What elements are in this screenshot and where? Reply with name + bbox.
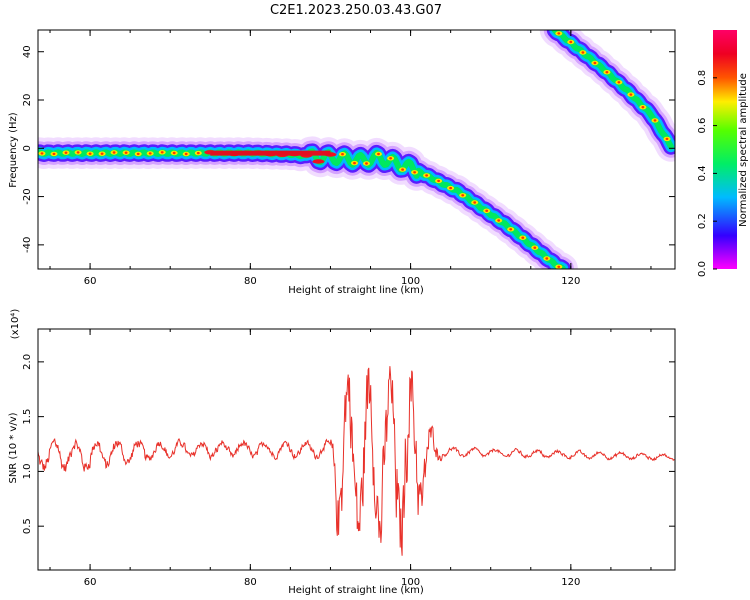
- spectrogram-trace-main-core: [437, 179, 440, 183]
- snr-ytick-label: 0.5: [22, 518, 33, 534]
- spectrogram-trace-main-core: [341, 153, 344, 156]
- spectrogram-trace-main-core: [461, 194, 465, 197]
- spectrogram-trace-main-core: [196, 151, 200, 155]
- spectrogram-trace-main-core: [473, 201, 477, 204]
- spectrogram-trace-main-core: [425, 174, 428, 177]
- spectrogram-trace-main-core: [389, 157, 392, 160]
- spectrogram-traces: [38, 30, 675, 269]
- spectrogram-ytick-label: -40: [22, 237, 33, 253]
- spectrogram-ytick-label: 40: [22, 45, 33, 58]
- spectrogram-trace-main-core: [64, 151, 68, 154]
- spectrogram-trace-main-core: [401, 168, 404, 171]
- spectrogram-trace-wrapped-core: [653, 119, 657, 122]
- spectrogram-trace-main-core: [112, 151, 116, 154]
- spectrogram-ytick-label: 0: [22, 145, 33, 151]
- spectrogram-trace-main-core: [100, 152, 104, 155]
- spectrogram-trace-wrapped-core: [569, 40, 573, 44]
- spectrogram-trace-main-core: [485, 209, 489, 212]
- snr-ytick-label: 1.5: [22, 409, 33, 425]
- spectrogram-trace-main-core: [449, 186, 452, 190]
- colorbar-tick-label: 0.0: [697, 261, 708, 277]
- colorbar-tick-label: 0.8: [697, 70, 708, 86]
- spectrogram-x-label: Height of straight line (km): [288, 285, 424, 296]
- spectrogram-trace-main-core: [509, 228, 513, 231]
- spectrogram-xtick-label: 120: [561, 276, 580, 287]
- spectrogram-trace-wrapped-core: [641, 106, 645, 109]
- spectrogram-xtick-label: 80: [244, 276, 257, 287]
- snr-x-label: Height of straight line (km): [288, 585, 424, 596]
- spectrogram-trace-main-core: [557, 265, 561, 268]
- spectrogram-trace-main-core: [413, 171, 416, 174]
- spectrogram-panel: 60 80 100 120 -40 -20 0 20 40 Height of straight…: [8, 29, 676, 296]
- spectrogram-trace-main-core: [377, 152, 380, 156]
- spectrogram-ticks: 60 80 100 120 -40 -20 0 20 40: [22, 30, 675, 287]
- colorbar-ticks: 0.0 0.2 0.4 0.6 0.8: [697, 70, 717, 277]
- snr-y-multiplier: (x10⁴): [10, 309, 21, 340]
- snr-ytick-label: 1.0: [22, 463, 33, 479]
- spectrogram-trace-wrapped-core: [593, 61, 597, 65]
- snr-xtick-label: 80: [244, 577, 257, 588]
- spectrogram-trace-main-core: [136, 152, 140, 156]
- snr-ytick-label: 2.0: [22, 354, 33, 370]
- spectrogram-trace-main-core: [40, 152, 44, 155]
- spectrogram-trace-wrapped-core: [629, 93, 633, 96]
- spectrogram-ytick-label: 20: [22, 94, 33, 107]
- spectrogram-trace-wrapped-core: [605, 71, 609, 74]
- spectrogram-xtick-label: 100: [401, 276, 420, 287]
- spectrogram-trace-main-core: [533, 246, 537, 249]
- spectrogram-trace-wrapped-band-4: [551, 30, 674, 150]
- colorbar-tick-label: 0.6: [697, 118, 708, 134]
- spectrogram-trace-main-core: [88, 152, 92, 155]
- spectrogram-y-label: Frequency (Hz): [8, 112, 19, 188]
- snr-panel: 60 80 100 120 0.5 1.0 1.5 2.0 Height of straigh…: [8, 309, 676, 596]
- spectrogram-trace-main-core: [52, 152, 56, 156]
- spectrogram-trace-main-core: [172, 151, 176, 155]
- snr-xtick-label: 120: [561, 577, 580, 588]
- spectrogram-trace-main-core: [365, 162, 368, 165]
- spectrogram-trace-wrapped-core: [617, 81, 621, 84]
- spectrogram-trace-main-core: [124, 151, 128, 154]
- spectrogram-trace-wrapped-core: [557, 32, 561, 35]
- spectrogram-trace-main-core: [545, 257, 549, 260]
- snr-xtick-label: 100: [401, 577, 420, 588]
- spectrogram-xtick-label: 60: [84, 276, 97, 287]
- spectrogram-trace-main-core: [497, 219, 501, 222]
- spectrogram-trace-wrapped-core: [581, 51, 585, 54]
- spectrogram-trace-wrapped-core: [665, 137, 669, 141]
- colorbar-gradient: [713, 30, 737, 269]
- spectrogram-trace-main-core: [148, 152, 152, 155]
- spectrogram-peak-band: [210, 150, 331, 156]
- spectrogram-trace-main-core: [160, 151, 164, 154]
- colorbar: 0.0 0.2 0.4 0.6 0.8 Normalized spectral ampl…: [697, 30, 749, 277]
- spectrogram-trace-main-core: [184, 152, 188, 156]
- spectrogram-trace-main-core: [76, 151, 80, 154]
- spectrogram-trace-main-spot: [312, 159, 325, 164]
- colorbar-label: Normalized spectral amplitude: [738, 73, 749, 227]
- spectrogram-trace-main-core: [353, 161, 356, 165]
- colorbar-tick-label: 0.2: [697, 213, 708, 229]
- spectrogram-frame: [37, 29, 676, 270]
- snr-frame: [37, 328, 676, 571]
- spectrogram-trace-main-core: [521, 236, 525, 239]
- snr-y-label: SNR (10 * v/v): [8, 412, 19, 483]
- snr-ticks: 60 80 100 120 0.5 1.0 1.5 2.0: [22, 329, 675, 588]
- snr-series-line: [38, 366, 675, 556]
- snr-xtick-label: 60: [84, 577, 97, 588]
- spectrogram-ytick-label: -20: [22, 188, 33, 204]
- colorbar-tick-label: 0.4: [697, 165, 708, 181]
- figure-title: C2E1.2023.250.03.43.G07: [270, 3, 442, 18]
